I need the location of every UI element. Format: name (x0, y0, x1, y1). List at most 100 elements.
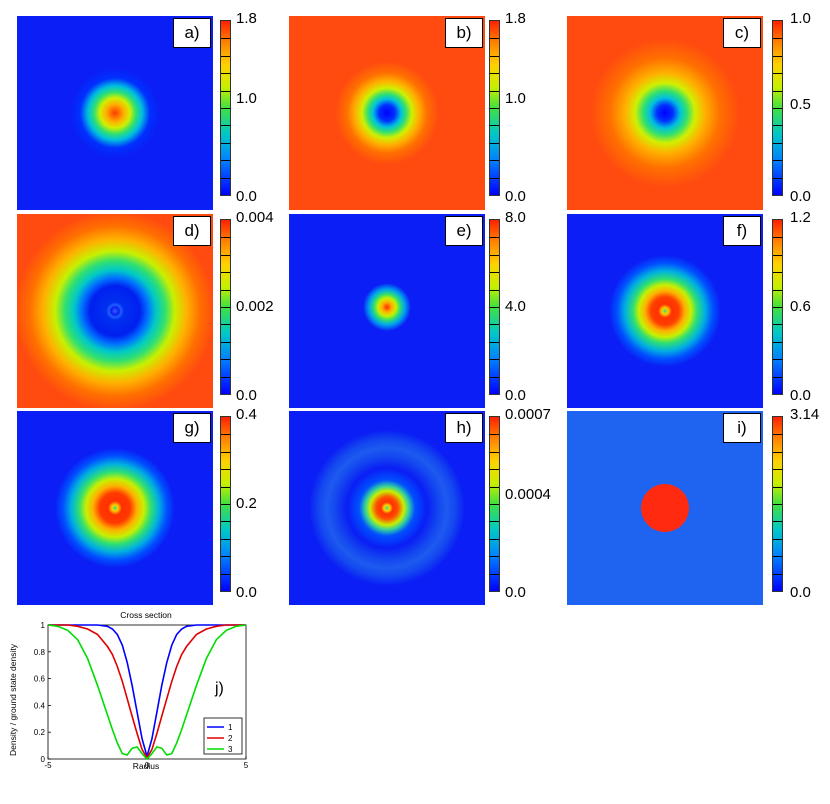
colorbar-tick (221, 108, 230, 109)
colorbar-tick (221, 272, 230, 274)
colorbar-e (489, 219, 500, 395)
x-axis-label: Radius (133, 761, 159, 771)
legend-label-3: 3 (228, 745, 233, 754)
colorbar-tick (490, 341, 499, 343)
colorbar-tick (490, 108, 499, 109)
colorbar-tick (773, 538, 782, 540)
colorbar-tick (490, 73, 499, 75)
legend-label-2: 2 (228, 734, 233, 743)
colorbar-tick (773, 469, 782, 471)
colorbar-tick (221, 504, 230, 505)
panel-b-label: b) (445, 18, 483, 48)
colorbar-a (220, 20, 231, 196)
colorbar-c-max: 1.0 (790, 10, 811, 27)
panel-d-label: d) (173, 216, 211, 246)
colorbar-tick (221, 538, 230, 540)
colorbar-tick (221, 486, 230, 488)
panel-j-label: j) (214, 680, 224, 697)
colorbar-tick (773, 486, 782, 488)
colorbar-tick (221, 254, 230, 256)
colorbar-f-max: 1.2 (790, 209, 811, 226)
colorbar-tick (773, 237, 782, 239)
phase-disc (641, 484, 689, 532)
colorbar-tick (221, 90, 230, 92)
colorbar-b (489, 20, 500, 196)
colorbar-tick (221, 160, 230, 162)
y-tick-label: 0.6 (34, 675, 46, 684)
colorbar-tick (773, 359, 782, 361)
colorbar-tick (221, 38, 230, 40)
colorbar-a-mid: 1.0 (236, 90, 257, 107)
colorbar-tick (221, 359, 230, 361)
panel-d-image: d) (17, 214, 213, 408)
y-axis-label: Density / ground state density (8, 643, 18, 756)
colorbar-tick (221, 573, 230, 575)
colorbar-tick (490, 504, 499, 505)
panel-f-label: f) (723, 216, 761, 246)
y-tick-label: 0.2 (34, 728, 46, 737)
colorbar-g-max: 0.4 (236, 406, 257, 423)
colorbar-tick (221, 289, 230, 291)
panel-i-image: i) (567, 411, 763, 605)
colorbar-f-min: 0.0 (790, 387, 811, 404)
colorbar-c (772, 20, 783, 196)
colorbar-tick (490, 55, 499, 57)
panel-e-image: e) (289, 214, 485, 408)
colorbar-tick (490, 289, 499, 291)
colorbar-tick (490, 376, 499, 378)
y-tick-label: 1 (41, 621, 46, 630)
colorbar-tick (773, 55, 782, 57)
colorbar-c-mid: 0.5 (790, 96, 811, 113)
colorbar-tick (221, 73, 230, 75)
colorbar-tick (773, 556, 782, 558)
colorbar-tick (490, 307, 499, 308)
colorbar-tick (221, 376, 230, 378)
colorbar-h-min: 0.0 (505, 584, 526, 601)
panel-i-label: i) (723, 413, 761, 443)
colorbar-tick (773, 108, 782, 109)
cross-section-plot: Cross section Density / ground state den… (8, 610, 249, 771)
colorbar-tick (221, 324, 230, 326)
colorbar-e-mid: 4.0 (505, 298, 526, 315)
colorbar-d-max: 0.004 (236, 209, 274, 226)
colorbar-tick (773, 38, 782, 40)
plot-legend: 1 2 3 (203, 717, 243, 755)
y-tick-label: 0 (41, 755, 46, 764)
series-line-3 (47, 624, 247, 761)
colorbar-tick (490, 434, 499, 436)
colorbar-tick (773, 289, 782, 291)
colorbar-e-min: 0.0 (505, 387, 526, 404)
x-tick-label: 5 (244, 761, 249, 770)
colorbar-tick (773, 504, 782, 505)
colorbar-tick (221, 307, 230, 308)
panel-c-label: c) (723, 18, 761, 48)
colorbar-g-mid: 0.2 (236, 495, 257, 512)
plot-title: Cross section (120, 610, 172, 620)
colorbar-tick (221, 142, 230, 144)
colorbar-tick (490, 521, 499, 523)
colorbar-tick (773, 451, 782, 453)
panel-a-label: a) (173, 18, 211, 48)
colorbar-tick (490, 573, 499, 575)
colorbar-tick (773, 324, 782, 326)
colorbar-tick (490, 38, 499, 40)
panel-g-image: g) (17, 411, 213, 605)
colorbar-tick (221, 125, 230, 127)
panel-c-image: c) (567, 16, 763, 210)
colorbar-tick (773, 142, 782, 144)
colorbar-tick (490, 142, 499, 144)
colorbar-h-mid: 0.0004 (505, 486, 551, 503)
colorbar-c-min: 0.0 (790, 188, 811, 205)
colorbar-tick (490, 125, 499, 127)
colorbar-tick (221, 177, 230, 179)
colorbar-f-mid: 0.6 (790, 298, 811, 315)
colorbar-tick (773, 521, 782, 523)
colorbar-tick (490, 486, 499, 488)
colorbar-tick (221, 341, 230, 343)
colorbar-f (772, 219, 783, 395)
colorbar-tick (490, 451, 499, 453)
colorbar-d-mid: 0.002 (236, 298, 274, 315)
y-tick-label: 0.4 (34, 701, 46, 710)
colorbar-i (772, 416, 783, 592)
panel-h-label: h) (445, 413, 483, 443)
